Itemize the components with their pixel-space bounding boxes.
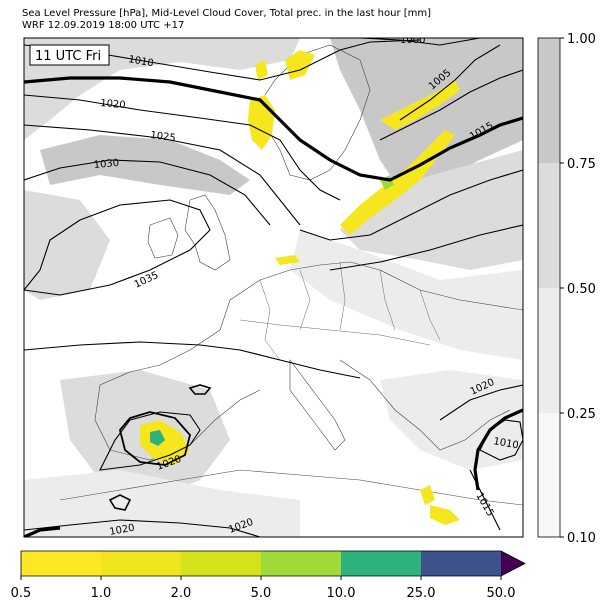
isobar-1020-south (24, 341, 361, 379)
cloud-colorbar-segment (538, 413, 560, 537)
precip-balkans (420, 485, 435, 505)
precip-colorbar-tick-label: 25.0 (407, 586, 436, 601)
coast-france-spain (94, 299, 261, 461)
isobar-label: 1000 (400, 35, 425, 46)
cloud-area-balkans (380, 370, 523, 470)
coastlines (59, 44, 523, 506)
map-subtitle: WRF 12.09.2019 18:00 UTC +17 (22, 20, 185, 31)
map-title: Sea Level Pressure [hPa], Mid-Level Clou… (22, 8, 432, 19)
precip-colorbar-tick-label: 5.0 (251, 586, 272, 601)
precip-north-africa (430, 505, 460, 525)
precip-colorbar-frame (20, 550, 526, 577)
precip-colorbar-segment (181, 551, 261, 576)
cloud-colorbar-tick-label: 0.75 (567, 157, 596, 172)
isobar-1030 (24, 159, 271, 226)
isobar-1000 (359, 38, 481, 46)
cloud-colorbar-tick-label: 1.00 (567, 32, 596, 47)
isobar-1010-north (24, 39, 421, 81)
isobar-label: 1010 (492, 436, 519, 451)
time-label-box: 11 UTC Fri (29, 44, 110, 66)
isobar-1020-north (24, 94, 341, 201)
isobar-1020-africa (24, 519, 261, 537)
precip-iberia-heavy (150, 430, 165, 446)
cloud-colorbar-tick-label: 0.50 (567, 282, 596, 297)
precip-colorbar-tick-label: 0.5 (11, 586, 32, 601)
cloud-colorbar-segment (538, 288, 560, 413)
cloud-colorbar-tick-label: 0.25 (567, 407, 596, 422)
isobar-1020-east (299, 169, 523, 241)
cloud-colorbar-segment (538, 38, 560, 163)
precip-baltic-small (275, 255, 300, 265)
cloud-area-west (24, 190, 110, 300)
isobar-1015-se-thick (473, 408, 523, 491)
precip-colorbar-segment (101, 551, 181, 576)
precip-colorbar-tick-label: 10.0 (327, 586, 356, 601)
precip-colorbar-segment (21, 551, 101, 576)
precip-baltic-band (340, 130, 455, 235)
cloud-cover-colorbar: 1.00 0.75 0.50 0.25 0.10 (537, 32, 596, 546)
isobar-1015-africa-thick (24, 526, 61, 537)
isobar-1020-southeast (439, 384, 523, 421)
time-label-background (29, 44, 110, 66)
precip-colorbar-segment (341, 551, 421, 576)
isobar-1035 (24, 199, 211, 296)
precip-colorbar-segment (421, 551, 501, 576)
cloud-colorbar-tick-label: 0.10 (567, 531, 596, 546)
precip-colorbar: 0.5 1.0 2.0 5.0 10.0 25.0 50.0 (11, 550, 526, 601)
isobar-1015-iberia-thick (119, 411, 191, 466)
coast-continental-europe (229, 261, 523, 311)
coast-ireland (147, 217, 179, 259)
coast-balkans (339, 359, 511, 451)
precip-norway-north (285, 50, 315, 80)
isobar-1015-small-ring (188, 384, 212, 395)
isobar-1015-east-thin (329, 224, 523, 271)
isobar-1005 (399, 44, 501, 121)
isobar-1015-main (24, 76, 523, 182)
coast-north-africa (59, 469, 523, 506)
precip-colorbar-tick-label: 50.0 (487, 586, 516, 601)
cloud-area-atlantic-band (40, 135, 250, 195)
precip-colorbar-extend-arrow (501, 551, 525, 576)
isobar-label: 1020 (109, 523, 136, 538)
country-borders (239, 261, 441, 361)
cloud-area-scandinavia (330, 38, 523, 190)
coast-italy (289, 359, 346, 451)
isobar-1010-east (379, 69, 523, 141)
cloud-area-east (290, 230, 523, 360)
precip-colorbar-segment (261, 551, 341, 576)
isobar-label: 1030 (93, 158, 119, 171)
isobars (24, 38, 523, 537)
time-label: 11 UTC Fri (35, 49, 101, 64)
cloud-area-east-europe (340, 150, 523, 270)
isobar-1015-thick (24, 76, 523, 537)
precip-iberia (140, 420, 190, 465)
isobar-1015-tunisia (108, 494, 132, 511)
isobar-label: 1010 (127, 54, 154, 69)
precip-colorbar-tick-label: 2.0 (171, 586, 192, 601)
precip-colorbar-tick-label: 1.0 (91, 586, 112, 601)
isobar-label: 1020 (100, 98, 126, 111)
coast-british-isles (184, 194, 231, 271)
map-area: 1000 1010 1005 1020 1025 1015 1030 1035 … (24, 35, 523, 538)
isobar-1025 (24, 124, 301, 226)
map-frame (23, 37, 524, 538)
cloud-colorbar-segment (538, 163, 560, 288)
isobar-1020-iberia (99, 411, 201, 471)
isobar-label: 1025 (150, 130, 177, 144)
precip-sweden (255, 60, 268, 80)
cloud-area-north-africa (24, 470, 300, 537)
